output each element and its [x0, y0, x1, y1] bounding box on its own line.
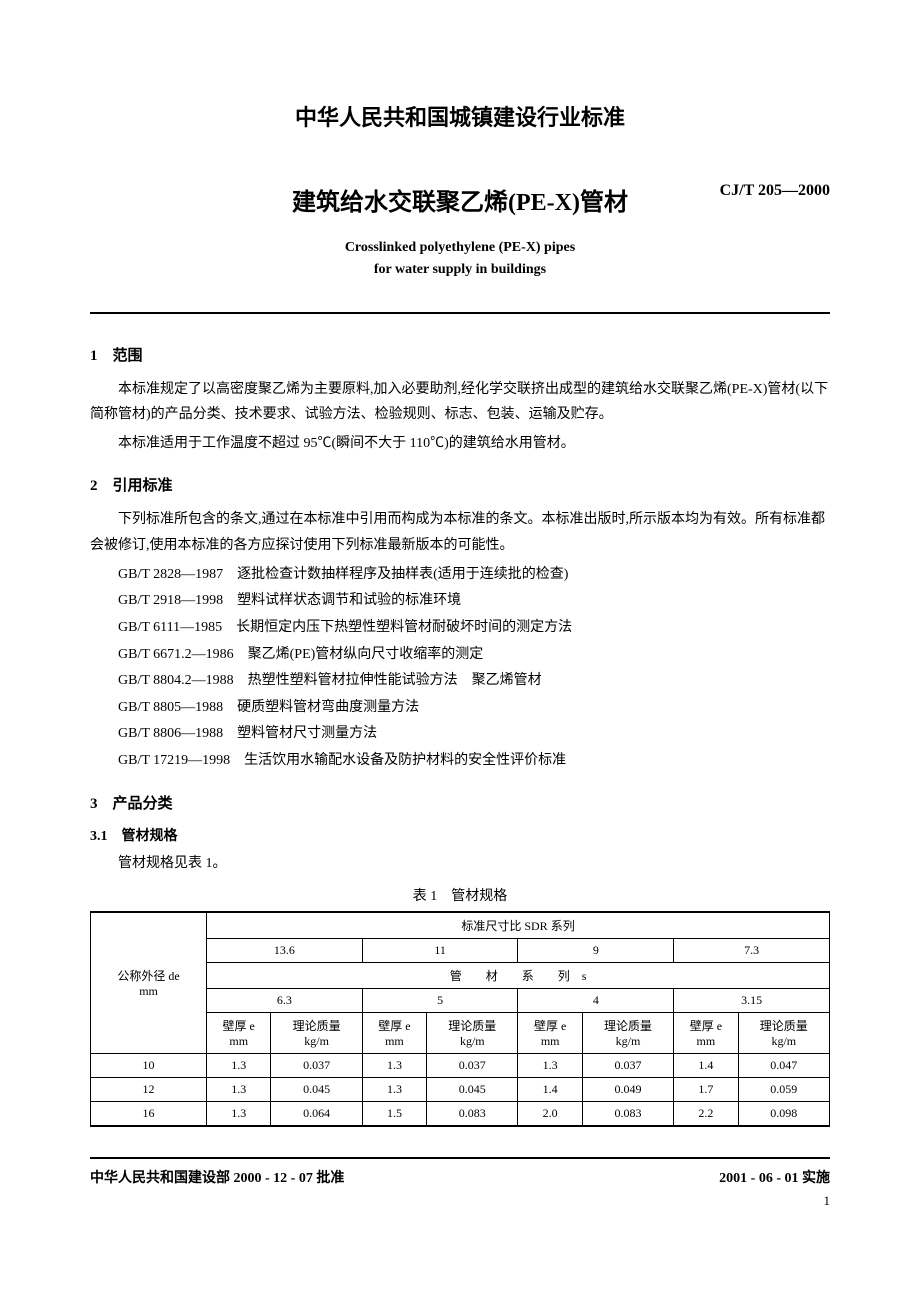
series-val: 3.15 [674, 988, 830, 1012]
footer-rule [90, 1157, 830, 1159]
table-row: 10 1.30.037 1.30.037 1.30.037 1.40.047 [91, 1053, 830, 1077]
sdr-val: 9 [518, 938, 674, 962]
ref-item: GB/T 17219—1998 生活饮用水输配水设备及防护材料的安全性评价标准 [118, 748, 830, 775]
ref-item: GB/T 2828—1987 逐批检查计数抽样程序及抽样表(适用于连续批的检查) [118, 562, 830, 589]
title-rule [90, 312, 830, 314]
sdr-val: 13.6 [207, 938, 363, 962]
implement-text: 2001 - 06 - 01 实施 [719, 1167, 830, 1187]
col-wall: 壁厚 emm [674, 1012, 738, 1053]
ref-item: GB/T 6111—1985 长期恒定内压下热塑性塑料管材耐破坏时间的测定方法 [118, 615, 830, 642]
col-mass: 理论质量kg/m [427, 1012, 518, 1053]
col-wall: 壁厚 emm [518, 1012, 582, 1053]
english-title: Crosslinked polyethylene (PE-X) pipes fo… [90, 237, 830, 282]
series-val: 5 [362, 988, 518, 1012]
series-header: 管 材 系 列 s [207, 962, 830, 988]
col-wall: 壁厚 emm [362, 1012, 426, 1053]
footer: 中华人民共和国建设部 2000 - 12 - 07 批准 2001 - 06 -… [90, 1167, 830, 1187]
s2-p1: 下列标准所包含的条文,通过在本标准中引用而构成为本标准的条文。本标准出版时,所示… [90, 507, 830, 557]
section-3-heading: 3 产品分类 [90, 792, 830, 813]
spec-table: 公称外径 de mm 标准尺寸比 SDR 系列 13.6 11 9 7.3 管 … [90, 911, 830, 1127]
sdr-val: 11 [362, 938, 518, 962]
table-1-caption: 表 1 管材规格 [90, 885, 830, 905]
en-title-line2: for water supply in buildings [90, 259, 830, 281]
reference-list: GB/T 2828—1987 逐批检查计数抽样程序及抽样表(适用于连续批的检查)… [118, 562, 830, 775]
approval-text: 中华人民共和国建设部 2000 - 12 - 07 批准 [90, 1167, 344, 1187]
sdr-val: 7.3 [674, 938, 830, 962]
org-title: 中华人民共和国城镇建设行业标准 [90, 100, 830, 132]
series-val: 4 [518, 988, 674, 1012]
ref-item: GB/T 8806—1988 塑料管材尺寸测量方法 [118, 721, 830, 748]
section-2-heading: 2 引用标准 [90, 474, 830, 495]
ref-item: GB/T 8804.2—1988 热塑性塑料管材拉伸性能试验方法 聚乙烯管材 [118, 668, 830, 695]
ref-item: GB/T 2918—1998 塑料试样状态调节和试验的标准环境 [118, 588, 830, 615]
standard-code: CJ/T 205—2000 [720, 182, 830, 200]
main-title: 建筑给水交联聚乙烯(PE-X)管材 [292, 182, 628, 217]
s3-1-text: 管材规格见表 1。 [90, 851, 830, 876]
series-val: 6.3 [207, 988, 363, 1012]
page-number: 1 [90, 1193, 830, 1209]
s1-p2: 本标准适用于工作温度不超过 95℃(瞬间不大于 110℃)的建筑给水用管材。 [90, 431, 830, 456]
rowhead-de-l1: 公称外径 de [93, 967, 204, 984]
rowhead-de: 公称外径 de mm [91, 912, 207, 1054]
table-row: 12 1.30.045 1.30.045 1.40.049 1.70.059 [91, 1077, 830, 1101]
en-title-line1: Crosslinked polyethylene (PE-X) pipes [90, 237, 830, 259]
sdr-header: 标准尺寸比 SDR 系列 [207, 912, 830, 939]
ref-item: GB/T 6671.2—1986 聚乙烯(PE)管材纵向尺寸收缩率的测定 [118, 642, 830, 669]
title-row: 建筑给水交联聚乙烯(PE-X)管材 CJ/T 205—2000 [90, 182, 830, 217]
ref-item: GB/T 8805—1988 硬质塑料管材弯曲度测量方法 [118, 695, 830, 722]
col-mass: 理论质量kg/m [582, 1012, 673, 1053]
col-mass: 理论质量kg/m [271, 1012, 362, 1053]
section-3-1-heading: 3.1 管材规格 [90, 825, 830, 845]
table-row: 16 1.30.064 1.50.083 2.00.083 2.20.098 [91, 1101, 830, 1126]
section-1-heading: 1 范围 [90, 344, 830, 365]
col-wall: 壁厚 emm [207, 1012, 271, 1053]
rowhead-de-l2: mm [93, 984, 204, 999]
col-mass: 理论质量kg/m [738, 1012, 829, 1053]
s1-p1: 本标准规定了以高密度聚乙烯为主要原料,加入必要助剂,经化学交联挤出成型的建筑给水… [90, 377, 830, 427]
